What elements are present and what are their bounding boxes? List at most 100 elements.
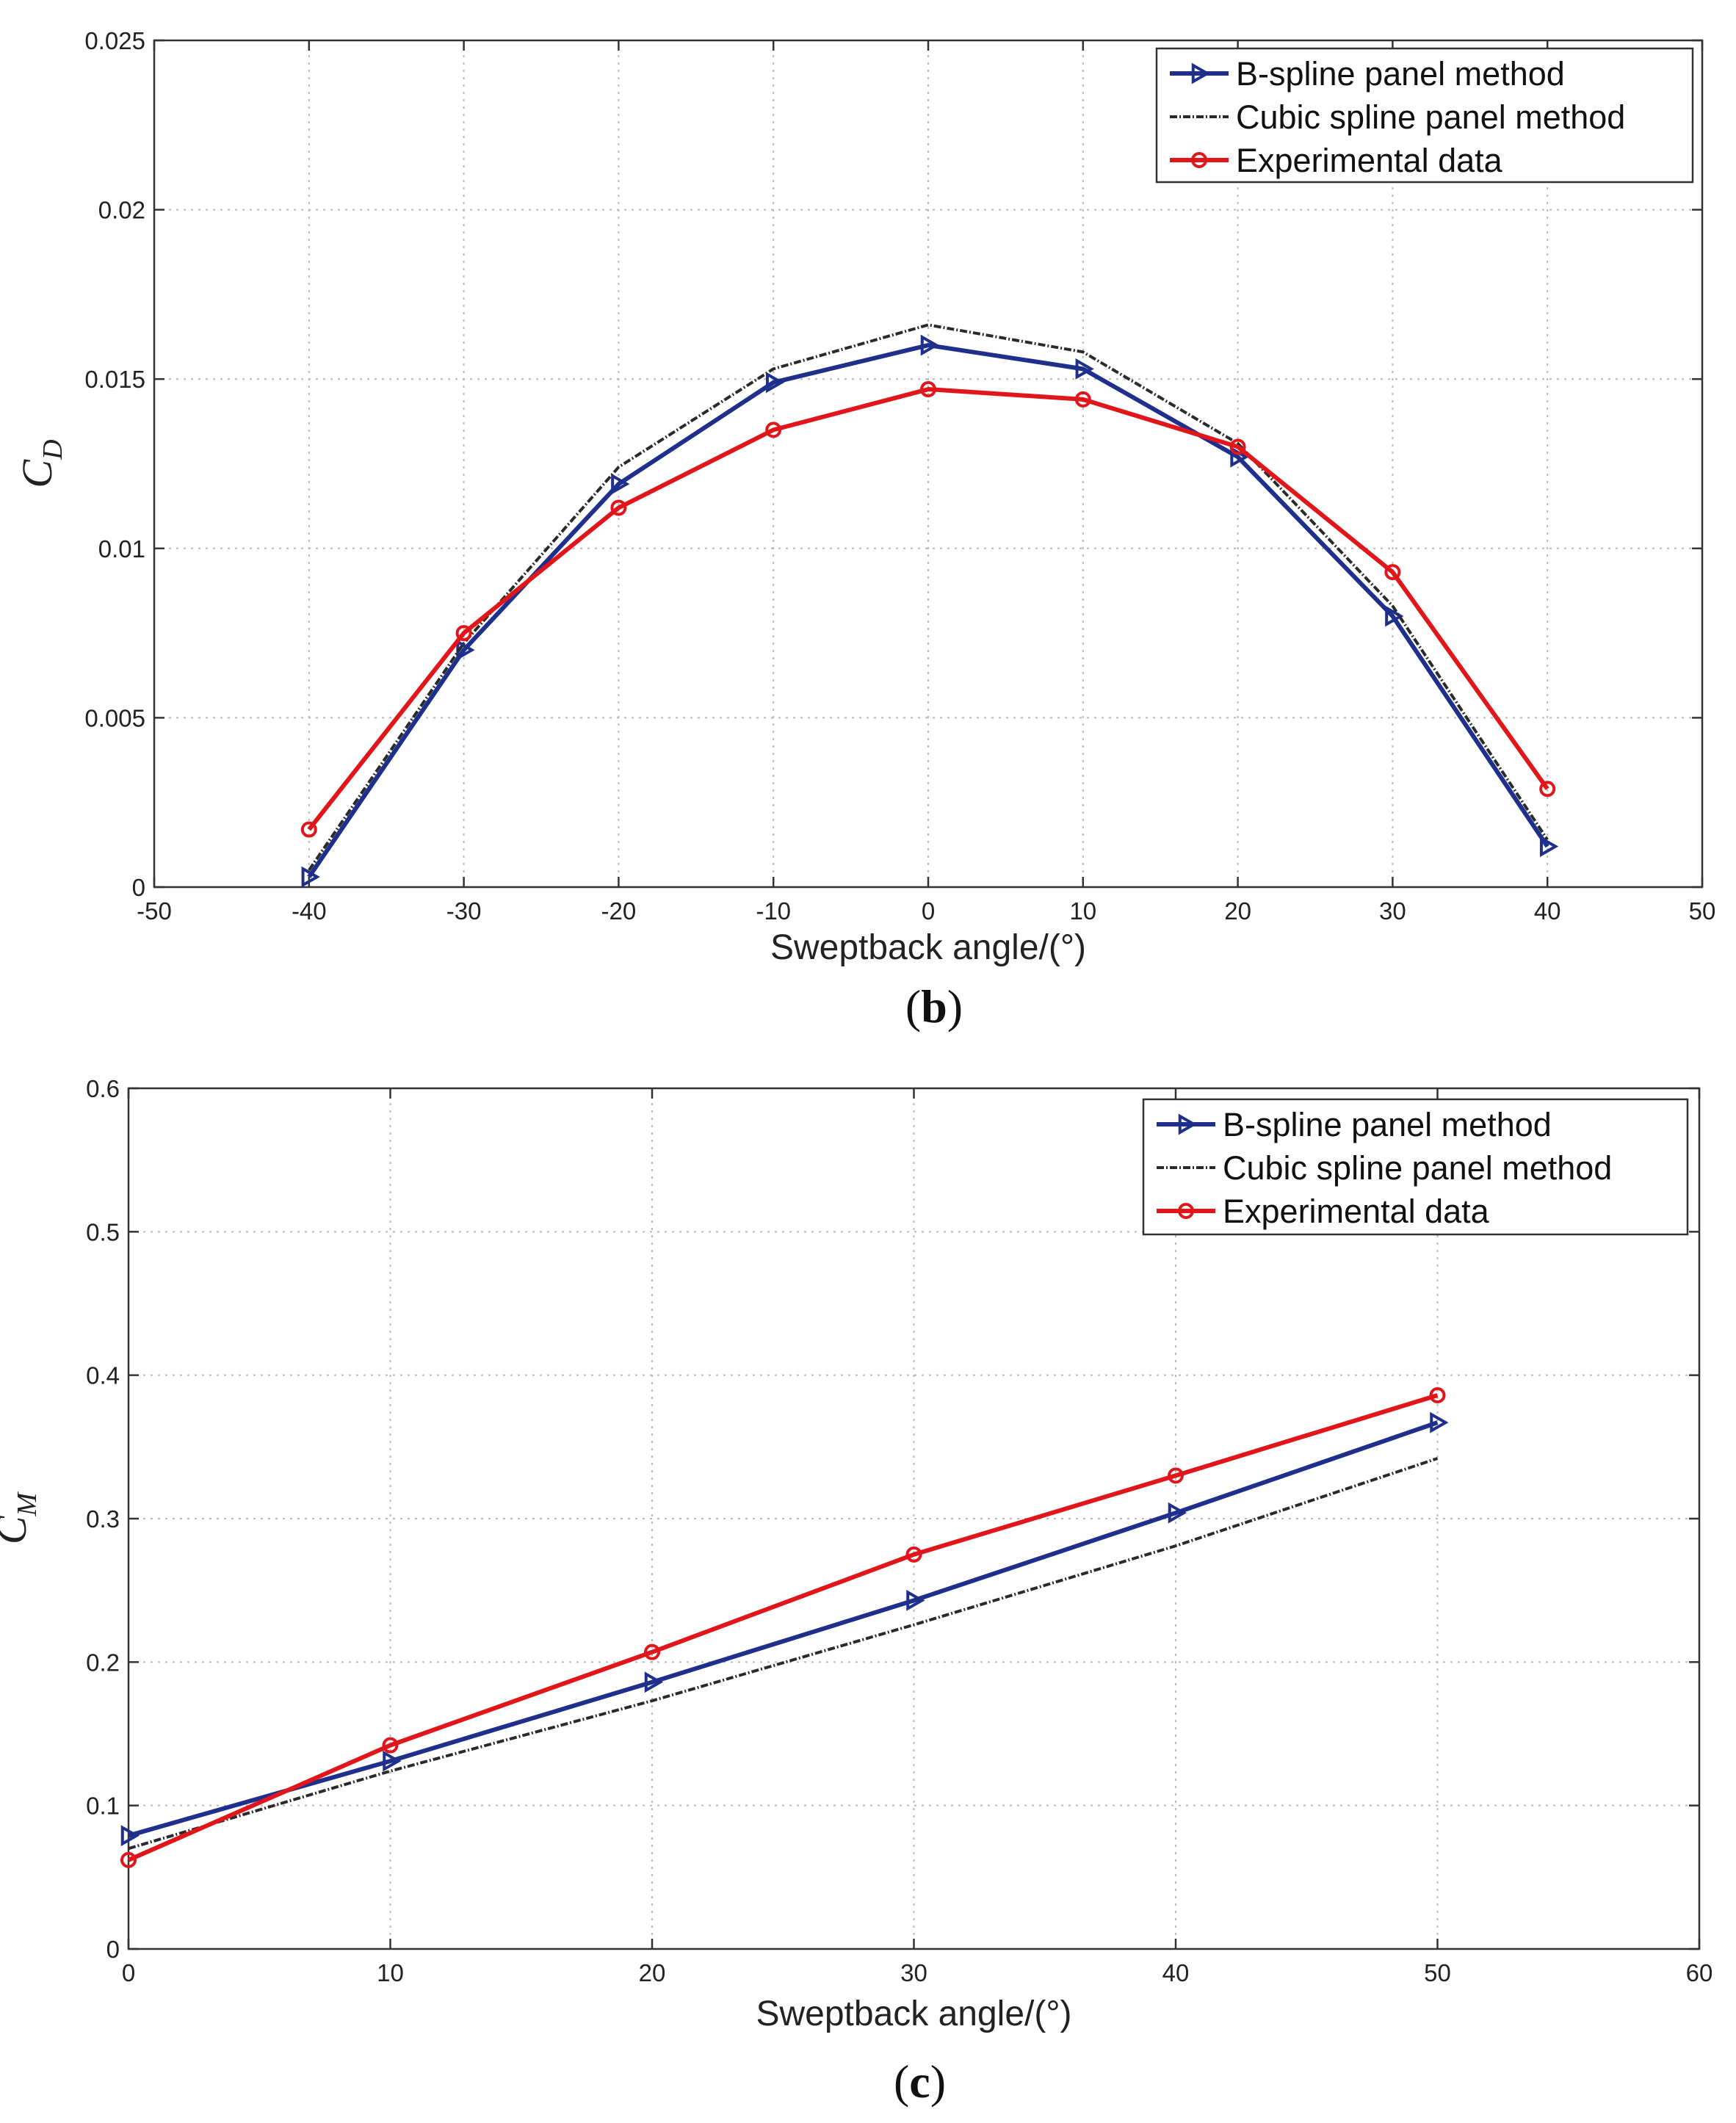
legend-label-experimental: Experimental data [1223,1193,1490,1230]
y-axis-label-subscript: D [37,439,68,460]
x-tick-label: 40 [1162,1959,1190,1986]
legend-label-cubic: Cubic spline panel method [1236,98,1625,136]
x-tick-label: 20 [1224,897,1251,925]
y-tick-label: 0.015 [84,366,145,393]
x-tick-label: -40 [292,897,327,925]
series-line-cubic [308,323,1549,872]
series-line-bspline [128,1420,1439,1838]
legend-box [1155,47,1694,184]
data-point-bspline [644,1671,664,1693]
y-axis-label-main: C [13,459,61,488]
y-tick-label: 0.5 [86,1218,120,1245]
y-tick-label: 0.1 [86,1793,120,1820]
legend-label-bspline: B-spline panel method [1236,55,1565,93]
x-axis-label: Sweptback angle/(°) [756,1994,1071,2033]
data-point-experimental [920,381,936,398]
x-tick-label: 0 [122,1959,135,1986]
y-tick-label: 0.3 [86,1505,120,1533]
x-tick-label: 30 [1379,897,1406,925]
legend-label-cubic: Cubic spline panel method [1223,1149,1612,1187]
series-bspline [301,334,1559,888]
data-point-experimental [300,821,317,838]
chart-c: 0 10 20 30 40 50 60 0 0.1 0.2 0.3 0.4 0.5 0.6 Sweptbac… [0,1075,1713,2108]
series-line-experimental [307,387,1549,831]
series-cubic [128,1457,1439,1851]
x-tick-label: 10 [377,1959,404,1986]
x-tick-label: 50 [1424,1959,1451,1986]
panel-paren-close: ) [930,2055,946,2108]
x-tick-label: 10 [1069,897,1096,925]
x-tick-label: -20 [601,897,637,925]
y-tick-label: 0.4 [86,1362,120,1389]
panel-paren-open: ( [905,980,921,1032]
data-point-experimental [1168,1467,1184,1484]
data-point-experimental [610,499,627,516]
data-point-bspline [920,334,940,356]
legend: B-spline panel method Cubic spline panel … [1155,47,1694,184]
panel-paren-close: ) [947,980,963,1032]
panel-letter: c [909,2055,930,2108]
legend-marker-bspline [1178,1113,1198,1135]
x-tick-label: 0 [922,897,935,925]
data-point-experimental [120,1851,137,1868]
y-tick-label: 0.2 [86,1649,120,1676]
y-axis-label: CM [0,1491,43,1544]
data-point-bspline [1430,1411,1449,1433]
series-bspline [120,1411,1449,1847]
data-point-experimental [1384,564,1401,581]
series-experimental [300,381,1556,838]
y-tick-label: 0 [106,1936,120,1963]
data-point-experimental [905,1546,922,1563]
y-tick-label: 0 [132,874,145,901]
chart-b: -50 -40 -30 -20 -10 0 10 20 30 40 50 0 0.005 0.01 0.01… [13,27,1715,1032]
y-tick-label: 0.6 [86,1075,120,1102]
data-point-experimental [382,1737,399,1754]
series-line-cubic [128,1457,1439,1851]
data-point-bspline [383,1750,402,1772]
legend-marker-experimental [1178,1203,1194,1219]
x-tick-label: 30 [900,1959,927,1986]
panel-paren-open: ( [894,2055,909,2108]
series-line-experimental [127,1393,1439,1862]
y-axis-label: CD [13,439,68,488]
data-point-bspline [1385,605,1404,627]
series-cubic [308,323,1549,872]
data-point-bspline [1075,358,1094,380]
legend-marker-bspline [1191,62,1211,84]
data-point-experimental [644,1643,660,1660]
series-experimental [120,1387,1446,1868]
panel-letter: b [921,980,947,1032]
data-point-bspline [301,866,320,888]
legend-label-experimental: Experimental data [1236,142,1503,179]
legend-box [1142,1098,1689,1236]
y-tick-label: 0.02 [98,197,145,224]
legend-label-bspline: B-spline panel method [1223,1106,1552,1143]
series-line-bspline [307,343,1549,878]
data-point-experimental [455,625,472,642]
x-tick-label: -30 [446,897,482,925]
data-point-bspline [120,1825,140,1847]
data-point-bspline [1539,836,1559,858]
data-point-bspline [1168,1502,1187,1524]
panel-label: (c) [894,2055,946,2108]
data-point-bspline [906,1589,925,1611]
y-axis-label-main: C [0,1515,35,1544]
legend: B-spline panel method Cubic spline panel … [1142,1098,1689,1236]
y-tick-label: 0.01 [98,535,145,563]
legend-marker-experimental [1191,152,1207,168]
data-point-experimental [1539,781,1556,798]
y-tick-label: 0.025 [84,27,145,54]
x-tick-label: 40 [1534,897,1561,925]
data-point-experimental [1229,438,1246,455]
x-tick-label: -50 [137,897,172,925]
x-tick-label: 50 [1689,897,1716,925]
x-tick-label: 60 [1686,1959,1713,1986]
x-tick-label: 20 [639,1959,666,1986]
data-point-bspline [765,372,785,394]
x-tick-label: -10 [756,897,791,925]
data-point-experimental [765,422,782,438]
panel-label: (b) [905,980,963,1032]
data-point-experimental [1429,1387,1446,1404]
y-tick-label: 0.005 [84,704,145,731]
